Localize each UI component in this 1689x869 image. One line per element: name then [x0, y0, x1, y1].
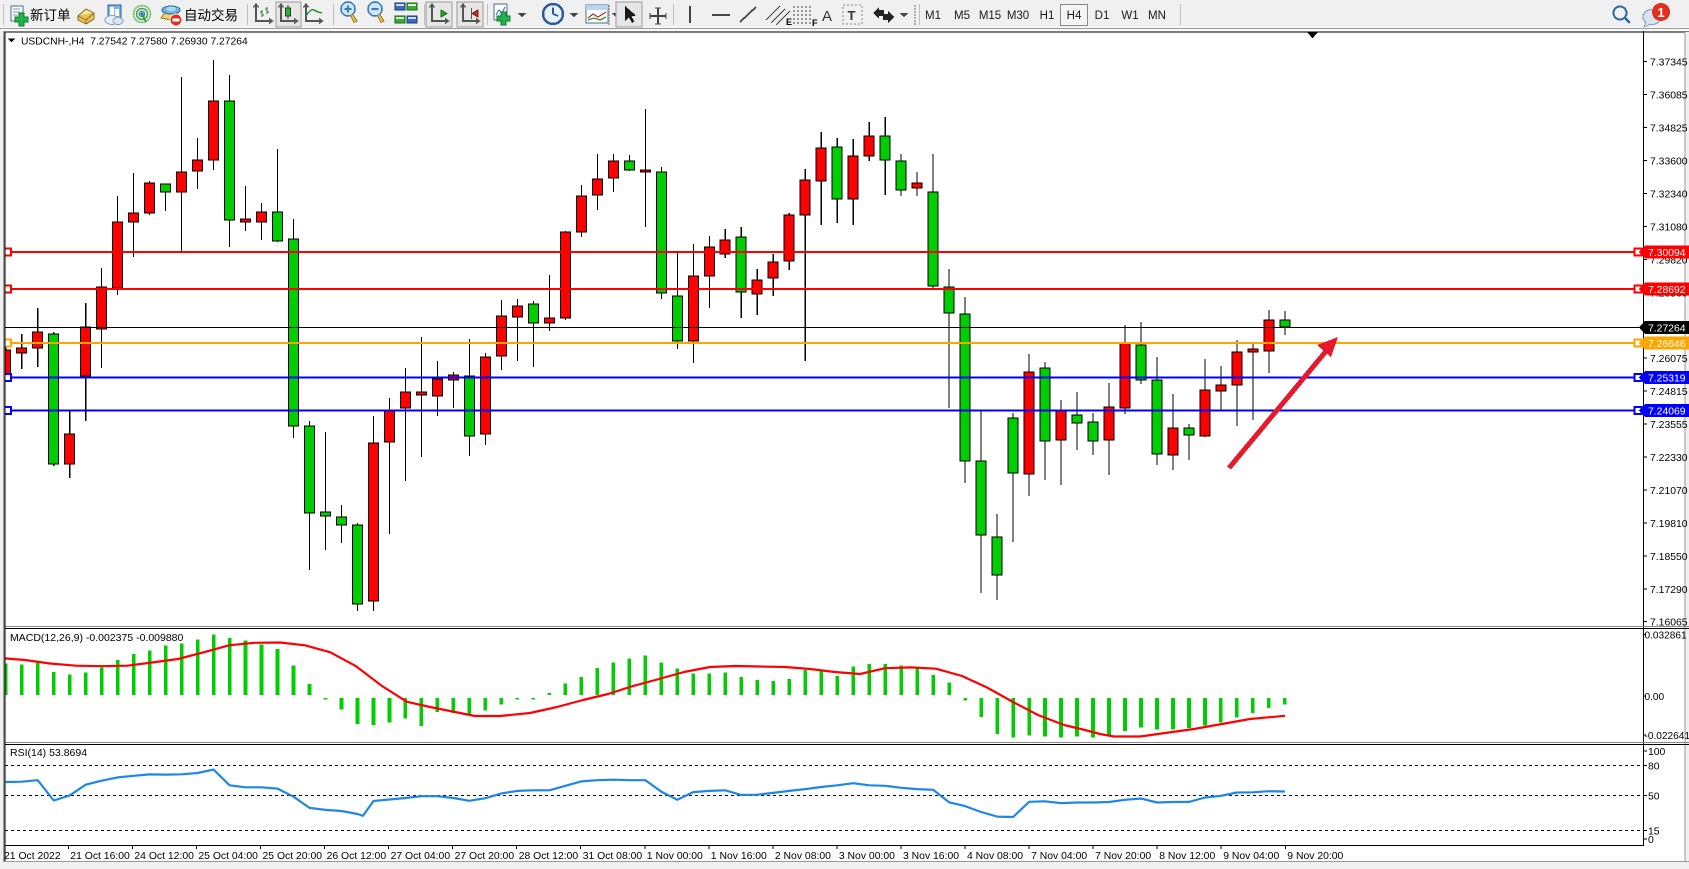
svg-text:7.30094: 7.30094 — [1648, 248, 1686, 259]
svg-text:-0.022641: -0.022641 — [1645, 731, 1689, 742]
svg-text:7.16065: 7.16065 — [1650, 618, 1688, 629]
svg-text:USDCNH-,H4 7.27542 7.27580 7.: USDCNH-,H4 7.27542 7.27580 7.26930 7.272… — [21, 37, 248, 48]
svg-text:0.00: 0.00 — [1645, 692, 1665, 703]
svg-text:7.25319: 7.25319 — [1648, 374, 1686, 385]
svg-text:7.21070: 7.21070 — [1650, 486, 1688, 497]
svg-text:21 Oct 16:00: 21 Oct 16:00 — [70, 851, 130, 862]
svg-text:E: E — [786, 17, 792, 27]
svg-text:3 Nov 16:00: 3 Nov 16:00 — [903, 851, 959, 862]
svg-text:M5: M5 — [954, 10, 970, 22]
svg-text:100: 100 — [1648, 747, 1666, 758]
svg-text:7.19810: 7.19810 — [1650, 519, 1688, 530]
svg-text:7.31080: 7.31080 — [1650, 222, 1688, 233]
svg-text:新订单: 新订单 — [30, 8, 71, 23]
svg-text:8 Nov 12:00: 8 Nov 12:00 — [1159, 851, 1215, 862]
svg-text:7.26646: 7.26646 — [1648, 339, 1686, 350]
svg-text:28 Oct 12:00: 28 Oct 12:00 — [519, 851, 579, 862]
svg-text:MACD(12,26,9) -0.002375 -0.009: MACD(12,26,9) -0.002375 -0.009880 — [10, 632, 184, 644]
svg-text:7.23555: 7.23555 — [1650, 420, 1688, 431]
svg-text:F: F — [812, 18, 818, 28]
svg-text:15: 15 — [1648, 827, 1660, 838]
svg-text:26 Oct 12:00: 26 Oct 12:00 — [327, 851, 387, 862]
svg-text:7.37345: 7.37345 — [1650, 58, 1688, 69]
svg-text:7 Nov 04:00: 7 Nov 04:00 — [1031, 851, 1087, 862]
svg-text:31 Oct 08:00: 31 Oct 08:00 — [583, 851, 643, 862]
svg-text:1: 1 — [1657, 5, 1664, 20]
svg-text:7.18550: 7.18550 — [1650, 552, 1688, 563]
svg-text:T: T — [848, 8, 856, 23]
svg-text:A: A — [822, 8, 832, 25]
svg-text:27 Oct 04:00: 27 Oct 04:00 — [391, 851, 451, 862]
svg-text:7.24069: 7.24069 — [1648, 407, 1686, 418]
svg-text:7.24815: 7.24815 — [1650, 387, 1688, 398]
svg-text:80: 80 — [1648, 762, 1660, 773]
svg-text:0: 0 — [1648, 835, 1654, 846]
svg-text:H4: H4 — [1067, 10, 1082, 22]
svg-text:7.33600: 7.33600 — [1650, 157, 1688, 168]
svg-text:H1: H1 — [1040, 10, 1055, 22]
svg-text:7.29820: 7.29820 — [1650, 255, 1688, 266]
svg-text:7.22330: 7.22330 — [1650, 453, 1688, 464]
svg-text:M1: M1 — [925, 10, 941, 22]
svg-text:7.17290: 7.17290 — [1650, 585, 1688, 596]
svg-text:MN: MN — [1148, 10, 1166, 22]
svg-text:0.032861: 0.032861 — [1645, 630, 1687, 641]
svg-text:27 Oct 20:00: 27 Oct 20:00 — [455, 851, 515, 862]
svg-text:7.32340: 7.32340 — [1650, 190, 1688, 201]
svg-text:7.36085: 7.36085 — [1650, 91, 1688, 102]
svg-text:7 Nov 20:00: 7 Nov 20:00 — [1095, 851, 1151, 862]
svg-text:21 Oct 2022: 21 Oct 2022 — [4, 851, 61, 862]
svg-text:24 Oct 12:00: 24 Oct 12:00 — [134, 851, 194, 862]
svg-text:9 Nov 20:00: 9 Nov 20:00 — [1287, 851, 1343, 862]
svg-text:W1: W1 — [1121, 10, 1138, 22]
svg-text:7.34825: 7.34825 — [1650, 124, 1688, 135]
svg-text:1 Nov 00:00: 1 Nov 00:00 — [647, 851, 703, 862]
svg-text:M30: M30 — [1007, 10, 1029, 22]
svg-text:3 Nov 00:00: 3 Nov 00:00 — [839, 851, 895, 862]
svg-text:7.26075: 7.26075 — [1650, 354, 1688, 365]
svg-text:7.28692: 7.28692 — [1648, 285, 1686, 296]
svg-text:25 Oct 04:00: 25 Oct 04:00 — [198, 851, 258, 862]
svg-text:2 Nov 08:00: 2 Nov 08:00 — [775, 851, 831, 862]
svg-text:D1: D1 — [1095, 10, 1110, 22]
svg-text:9 Nov 04:00: 9 Nov 04:00 — [1223, 851, 1279, 862]
svg-text:25 Oct 20:00: 25 Oct 20:00 — [263, 851, 323, 862]
svg-text:M15: M15 — [979, 10, 1001, 22]
svg-text:50: 50 — [1648, 792, 1660, 803]
svg-text:1 Nov 16:00: 1 Nov 16:00 — [711, 851, 767, 862]
svg-text:4 Nov 08:00: 4 Nov 08:00 — [967, 851, 1023, 862]
svg-text:RSI(14) 53.8694: RSI(14) 53.8694 — [10, 747, 87, 759]
svg-text:自动交易: 自动交易 — [184, 7, 238, 23]
svg-text:7.27264: 7.27264 — [1648, 323, 1686, 334]
